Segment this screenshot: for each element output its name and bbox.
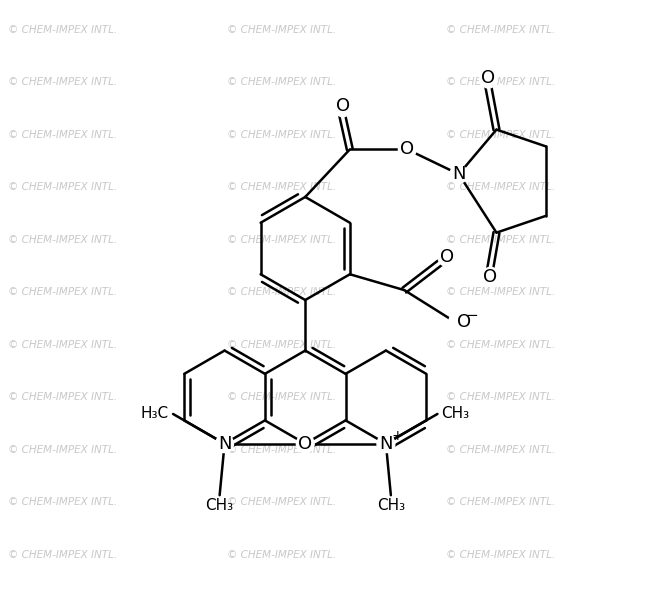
- Text: © CHEM-IMPEX INTL.: © CHEM-IMPEX INTL.: [227, 287, 336, 297]
- Text: © CHEM-IMPEX INTL.: © CHEM-IMPEX INTL.: [8, 550, 117, 560]
- Text: CH₃: CH₃: [377, 498, 405, 513]
- Text: © CHEM-IMPEX INTL.: © CHEM-IMPEX INTL.: [446, 77, 555, 87]
- Circle shape: [481, 267, 499, 285]
- Text: N: N: [218, 434, 231, 453]
- Text: © CHEM-IMPEX INTL.: © CHEM-IMPEX INTL.: [446, 392, 555, 402]
- Text: O: O: [440, 249, 454, 266]
- Text: © CHEM-IMPEX INTL.: © CHEM-IMPEX INTL.: [227, 25, 336, 34]
- Text: © CHEM-IMPEX INTL.: © CHEM-IMPEX INTL.: [446, 339, 555, 350]
- Text: © CHEM-IMPEX INTL.: © CHEM-IMPEX INTL.: [227, 77, 336, 87]
- Text: O: O: [336, 97, 350, 115]
- Text: © CHEM-IMPEX INTL.: © CHEM-IMPEX INTL.: [8, 182, 117, 192]
- Circle shape: [215, 435, 233, 453]
- Circle shape: [479, 70, 497, 88]
- Text: © CHEM-IMPEX INTL.: © CHEM-IMPEX INTL.: [8, 287, 117, 297]
- Text: O: O: [481, 69, 496, 87]
- Text: © CHEM-IMPEX INTL.: © CHEM-IMPEX INTL.: [8, 445, 117, 454]
- Circle shape: [377, 435, 395, 453]
- Text: © CHEM-IMPEX INTL.: © CHEM-IMPEX INTL.: [227, 235, 336, 244]
- Text: © CHEM-IMPEX INTL.: © CHEM-IMPEX INTL.: [227, 392, 336, 402]
- Circle shape: [450, 165, 467, 183]
- Text: © CHEM-IMPEX INTL.: © CHEM-IMPEX INTL.: [8, 392, 117, 402]
- Text: © CHEM-IMPEX INTL.: © CHEM-IMPEX INTL.: [227, 550, 336, 560]
- Text: © CHEM-IMPEX INTL.: © CHEM-IMPEX INTL.: [227, 129, 336, 140]
- Text: O: O: [400, 140, 414, 159]
- Circle shape: [438, 249, 456, 266]
- Text: © CHEM-IMPEX INTL.: © CHEM-IMPEX INTL.: [8, 497, 117, 507]
- Text: © CHEM-IMPEX INTL.: © CHEM-IMPEX INTL.: [446, 287, 555, 297]
- Text: © CHEM-IMPEX INTL.: © CHEM-IMPEX INTL.: [227, 182, 336, 192]
- Text: N: N: [452, 165, 465, 183]
- Text: CH₃: CH₃: [442, 407, 469, 422]
- Text: © CHEM-IMPEX INTL.: © CHEM-IMPEX INTL.: [446, 235, 555, 244]
- Text: CH₃: CH₃: [206, 498, 233, 513]
- Text: © CHEM-IMPEX INTL.: © CHEM-IMPEX INTL.: [446, 550, 555, 560]
- Text: © CHEM-IMPEX INTL.: © CHEM-IMPEX INTL.: [446, 497, 555, 507]
- Text: N: N: [379, 434, 392, 453]
- Text: © CHEM-IMPEX INTL.: © CHEM-IMPEX INTL.: [227, 497, 336, 507]
- Text: © CHEM-IMPEX INTL.: © CHEM-IMPEX INTL.: [8, 25, 117, 34]
- Text: © CHEM-IMPEX INTL.: © CHEM-IMPEX INTL.: [446, 25, 555, 34]
- Circle shape: [449, 311, 471, 333]
- Text: © CHEM-IMPEX INTL.: © CHEM-IMPEX INTL.: [8, 129, 117, 140]
- Text: O: O: [483, 268, 498, 286]
- Text: H₃C: H₃C: [141, 407, 169, 422]
- Circle shape: [296, 435, 314, 453]
- Text: © CHEM-IMPEX INTL.: © CHEM-IMPEX INTL.: [8, 339, 117, 350]
- Text: © CHEM-IMPEX INTL.: © CHEM-IMPEX INTL.: [227, 339, 336, 350]
- Text: © CHEM-IMPEX INTL.: © CHEM-IMPEX INTL.: [227, 445, 336, 454]
- Circle shape: [334, 99, 352, 117]
- Text: © CHEM-IMPEX INTL.: © CHEM-IMPEX INTL.: [446, 182, 555, 192]
- Text: −: −: [465, 309, 478, 324]
- Text: © CHEM-IMPEX INTL.: © CHEM-IMPEX INTL.: [446, 445, 555, 454]
- Text: © CHEM-IMPEX INTL.: © CHEM-IMPEX INTL.: [446, 129, 555, 140]
- Text: © CHEM-IMPEX INTL.: © CHEM-IMPEX INTL.: [8, 235, 117, 244]
- Text: O: O: [457, 313, 471, 331]
- Circle shape: [398, 140, 416, 159]
- Text: O: O: [298, 434, 312, 453]
- Text: © CHEM-IMPEX INTL.: © CHEM-IMPEX INTL.: [8, 77, 117, 87]
- Text: +: +: [392, 429, 404, 443]
